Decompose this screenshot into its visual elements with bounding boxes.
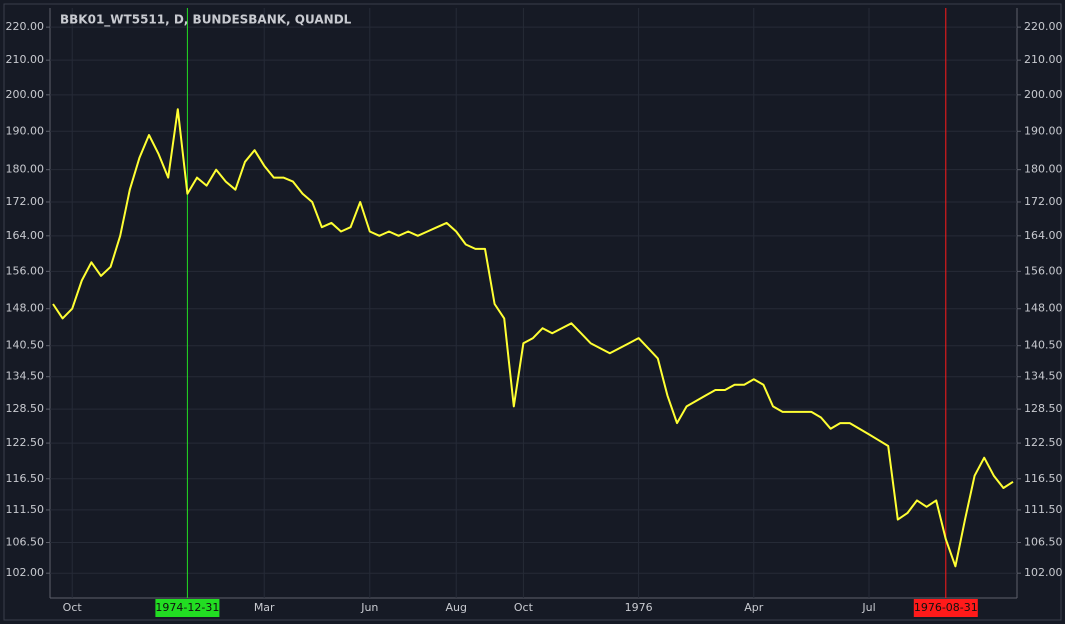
y-tick-label: 122.50 <box>6 436 45 449</box>
y-tick-label: 180.00 <box>6 163 45 176</box>
y-tick-label: 106.50 <box>6 536 45 549</box>
x-tick-label: Jul <box>861 601 875 614</box>
y2-tick-label: 156.00 <box>1024 264 1063 277</box>
y-tick-label: 148.00 <box>6 302 45 315</box>
y2-tick-label: 111.50 <box>1024 503 1063 516</box>
y2-tick-label: 180.00 <box>1024 163 1063 176</box>
y-tick-label: 220.00 <box>6 20 45 33</box>
y-tick-label: 116.50 <box>6 472 45 485</box>
x-tick-label: Oct <box>63 601 83 614</box>
y-tick-label: 200.00 <box>6 88 45 101</box>
x-tick-label: Jun <box>360 601 378 614</box>
y2-tick-label: 106.50 <box>1024 536 1063 549</box>
y-tick-label: 140.50 <box>6 339 45 352</box>
y2-tick-label: 140.50 <box>1024 339 1063 352</box>
highlight-label-box <box>155 599 220 617</box>
y-tick-label: 128.50 <box>6 402 45 415</box>
y-tick-label: 111.50 <box>6 503 45 516</box>
y2-tick-label: 220.00 <box>1024 20 1063 33</box>
y2-tick-label: 190.00 <box>1024 124 1063 137</box>
y2-tick-label: 200.00 <box>1024 88 1063 101</box>
chart-title: BBK01_WT5511, D, BUNDESBANK, QUANDL <box>60 13 352 28</box>
plot <box>52 8 1014 598</box>
y2-tick-label: 122.50 <box>1024 436 1063 449</box>
x-tick-label: Apr <box>744 601 764 614</box>
y-tick-label: 172.00 <box>6 195 45 208</box>
x-tick-label: 1976-08-31 <box>914 601 978 614</box>
y2-tick-label: 102.00 <box>1024 566 1063 579</box>
y2-tick-label: 116.50 <box>1024 472 1063 485</box>
frame <box>3 3 1062 621</box>
x-tick-label: Oct <box>514 601 534 614</box>
y-tick-label: 190.00 <box>6 124 45 137</box>
y-tick-label: 156.00 <box>6 264 45 277</box>
x-tick-label: 1974-12-31 <box>155 601 219 614</box>
y2-tick-label: 128.50 <box>1024 402 1063 415</box>
x-tick-label: Mar <box>254 601 275 614</box>
x-tick-label: 1976 <box>625 601 653 614</box>
y-tick-label: 210.00 <box>6 53 45 66</box>
grid <box>46 8 1021 598</box>
y2-tick-label: 164.00 <box>1024 229 1063 242</box>
y2-tick-label: 210.00 <box>1024 53 1063 66</box>
y-tick-label: 134.50 <box>6 370 45 383</box>
y-tick-label: 164.00 <box>6 229 45 242</box>
x-tick-label: Aug <box>445 601 466 614</box>
y-tick-label: 102.00 <box>6 566 45 579</box>
y2-tick-label: 148.00 <box>1024 302 1063 315</box>
y2-tick-label: 172.00 <box>1024 195 1063 208</box>
y2-tick-label: 134.50 <box>1024 370 1063 383</box>
line-series <box>52 108 1014 568</box>
highlight-label-box <box>913 599 978 617</box>
